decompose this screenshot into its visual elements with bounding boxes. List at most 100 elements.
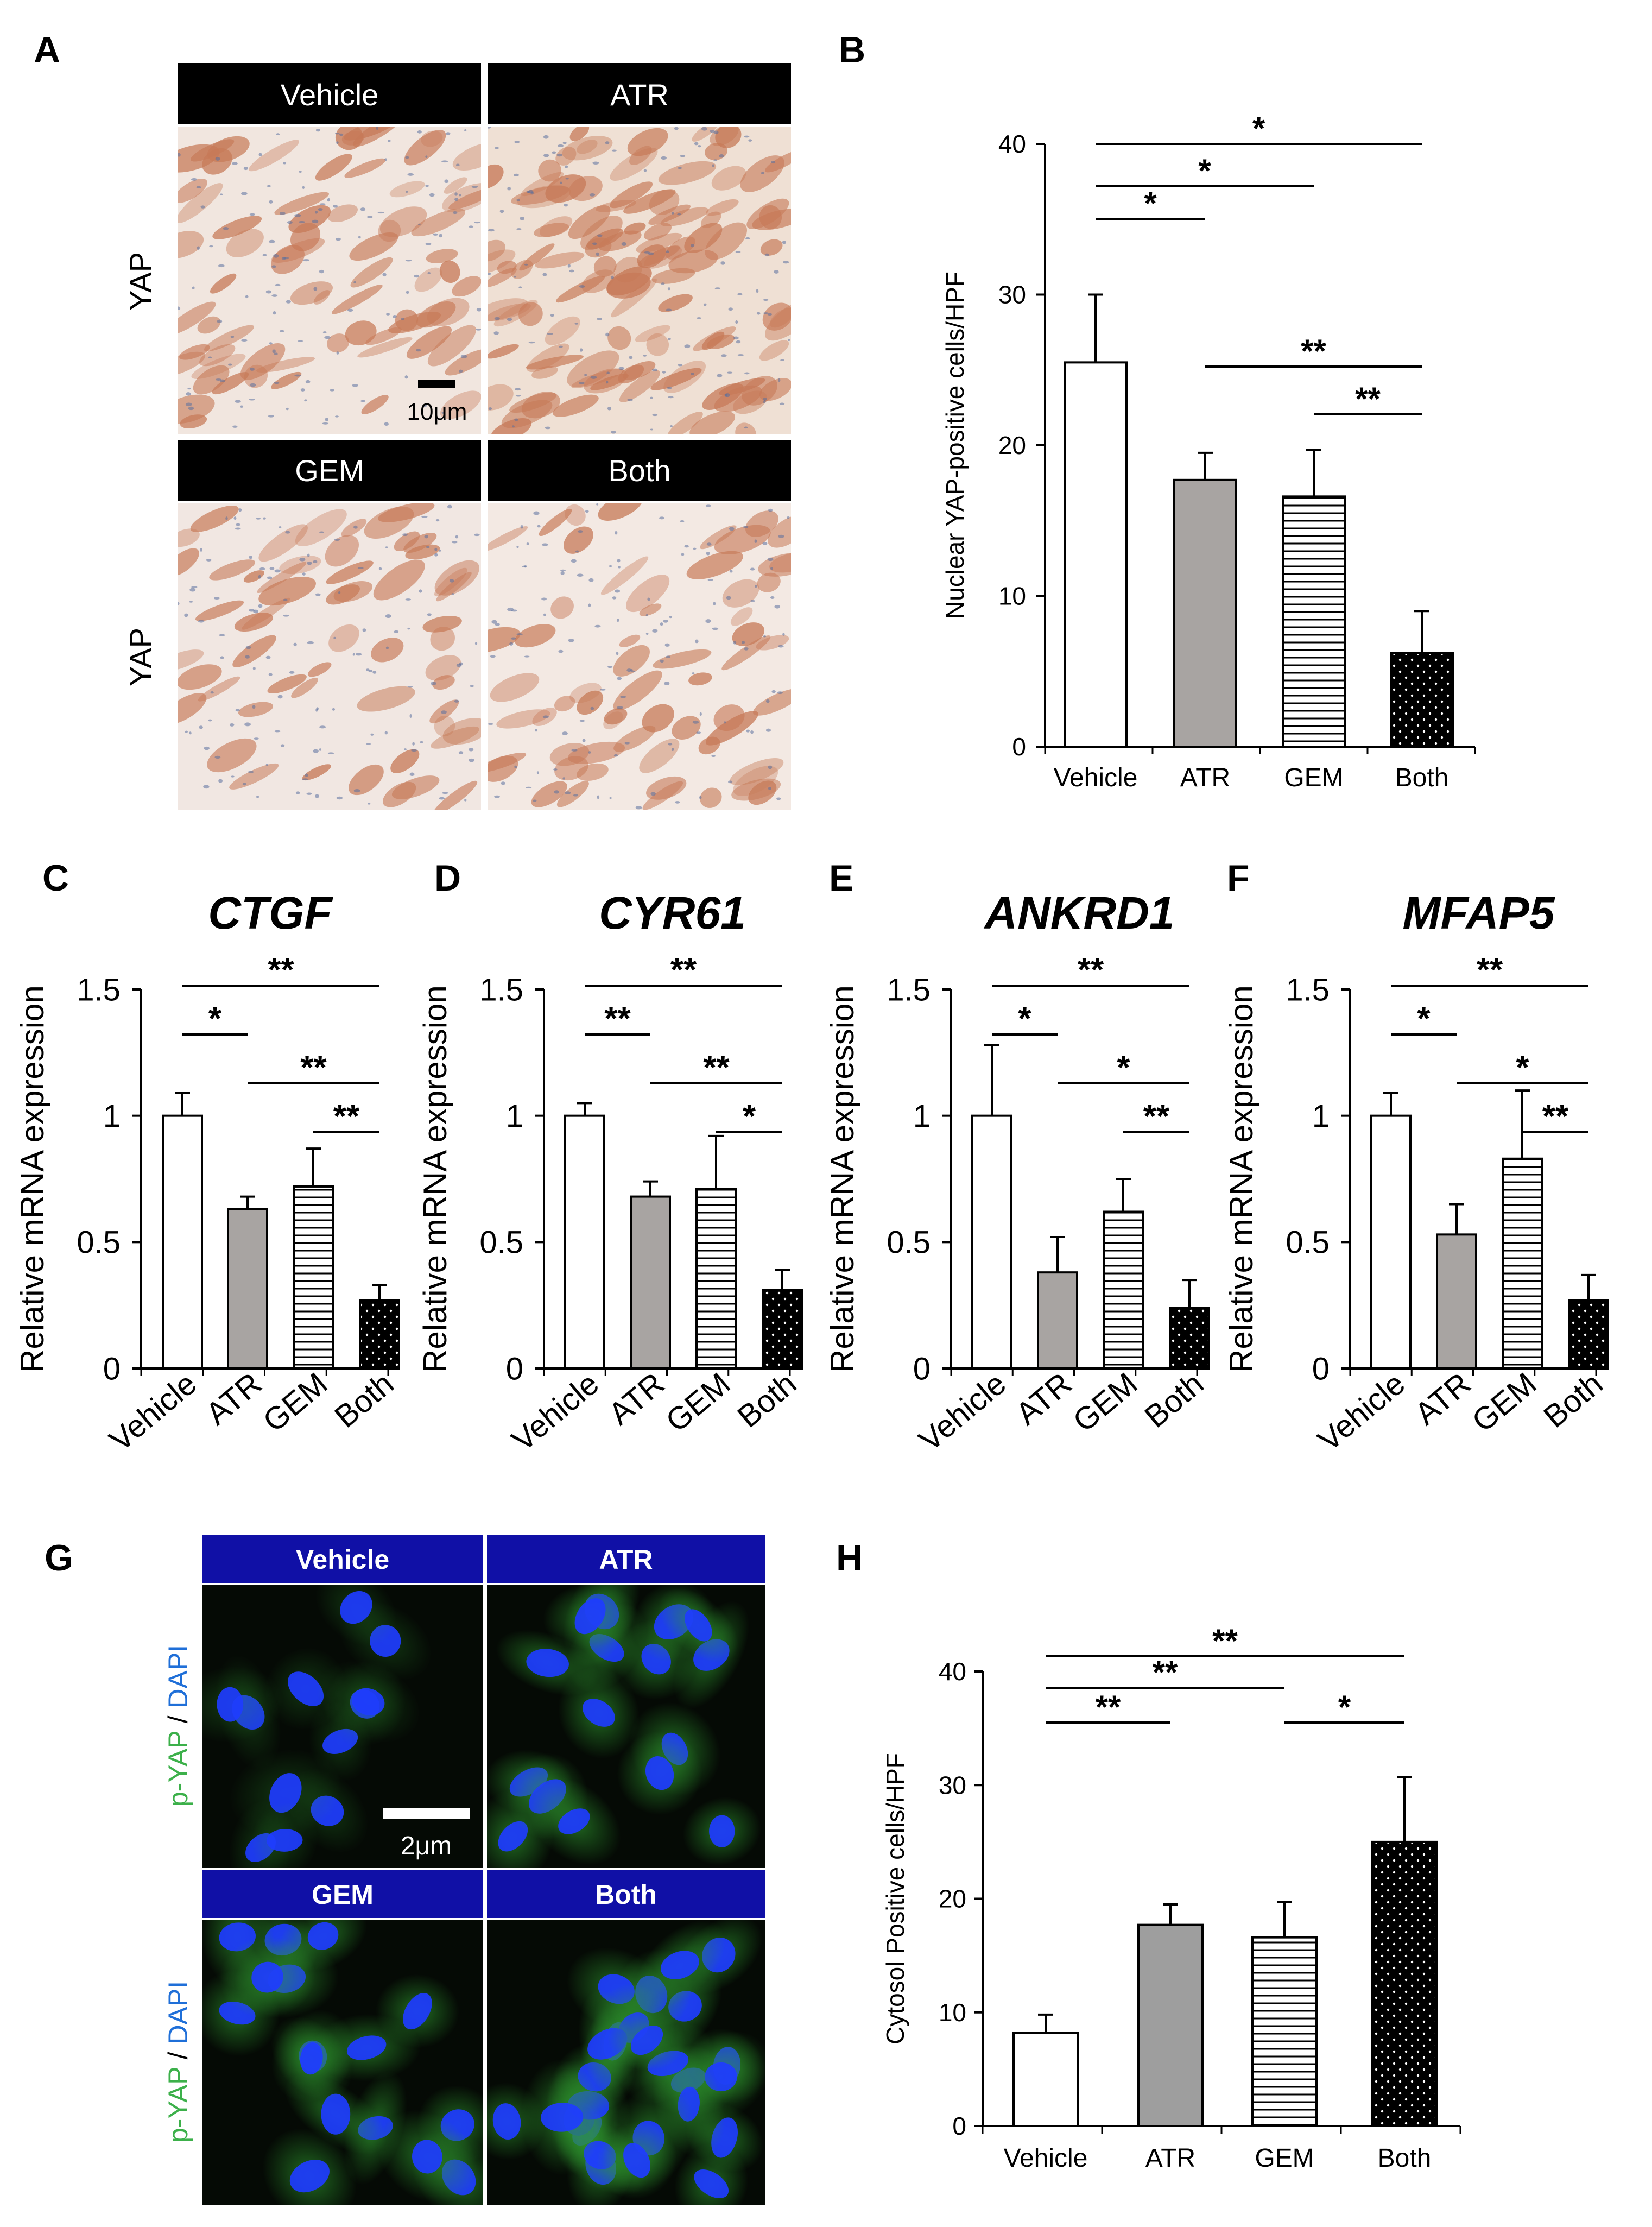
hematoxylin-nucleus	[670, 425, 673, 427]
ihc-header-gem	[178, 440, 481, 501]
hematoxylin-nucleus	[554, 790, 559, 794]
stained-cell	[745, 510, 778, 537]
hematoxylin-nucleus	[524, 655, 530, 658]
hematoxylin-nucleus	[469, 748, 474, 752]
stained-cell	[613, 645, 650, 677]
hematoxylin-nucleus	[493, 331, 499, 335]
y-tick-label: 0	[1012, 733, 1026, 761]
y-axis-label: Cytosol Positive cells/HPF	[881, 1753, 909, 2045]
hematoxylin-nucleus	[674, 127, 679, 130]
hematoxylin-nucleus	[393, 314, 397, 319]
y-tick-label: 1.5	[77, 972, 121, 1007]
hematoxylin-nucleus	[681, 553, 685, 556]
hematoxylin-nucleus	[272, 349, 276, 354]
hematoxylin-nucleus	[770, 160, 776, 164]
hematoxylin-nucleus	[191, 586, 198, 589]
stained-cell	[190, 505, 239, 532]
stained-cell	[613, 725, 656, 752]
stained-cell	[405, 544, 440, 560]
hematoxylin-nucleus	[242, 783, 246, 786]
stained-cell	[650, 368, 702, 390]
stained-cell	[698, 736, 720, 755]
hematoxylin-nucleus	[307, 641, 314, 645]
hematoxylin-nucleus	[384, 158, 387, 161]
stained-cell	[700, 787, 722, 808]
hematoxylin-nucleus	[494, 317, 500, 320]
hematoxylin-nucleus	[661, 156, 667, 160]
hematoxylin-nucleus	[299, 171, 302, 173]
stained-cell	[178, 179, 207, 203]
hematoxylin-nucleus	[199, 725, 203, 729]
stained-cell	[756, 635, 789, 651]
hematoxylin-nucleus	[607, 666, 613, 668]
stained-cell	[639, 603, 662, 616]
hematoxylin-nucleus	[514, 173, 519, 176]
stained-cell	[539, 216, 573, 237]
hematoxylin-nucleus	[543, 613, 546, 616]
hematoxylin-nucleus	[778, 378, 781, 382]
significance-label: **	[604, 1000, 631, 1038]
ihc-image-atr	[488, 127, 791, 434]
stained-cell	[488, 627, 521, 653]
stained-cell	[627, 128, 668, 156]
hematoxylin-nucleus	[319, 269, 324, 274]
stained-cell	[212, 372, 249, 395]
hematoxylin-nucleus	[597, 234, 603, 237]
hematoxylin-nucleus	[353, 525, 358, 529]
stained-cell	[713, 704, 745, 731]
hematoxylin-nucleus	[499, 209, 504, 213]
stained-cell	[549, 743, 590, 766]
stained-cell	[344, 158, 386, 178]
hematoxylin-nucleus	[318, 208, 323, 211]
stained-cell	[555, 275, 605, 303]
hematoxylin-nucleus	[287, 220, 293, 224]
stained-cell	[553, 394, 599, 417]
stained-cell	[432, 675, 455, 690]
stained-cell	[439, 260, 460, 283]
hematoxylin-nucleus	[560, 181, 562, 184]
stained-cell	[721, 635, 771, 671]
stained-cell	[596, 200, 637, 212]
hematoxylin-nucleus	[694, 142, 699, 146]
hematoxylin-nucleus	[524, 263, 528, 266]
panel-label-F: F	[1227, 857, 1250, 899]
hematoxylin-nucleus	[763, 400, 766, 403]
stained-cell	[735, 422, 757, 434]
hematoxylin-nucleus	[726, 596, 731, 600]
hematoxylin-nucleus	[584, 374, 587, 376]
ihc-header-vehicle-label: Vehicle	[281, 78, 379, 112]
stained-cell	[593, 256, 617, 277]
hematoxylin-nucleus	[774, 269, 779, 274]
hematoxylin-nucleus	[614, 531, 618, 535]
hematoxylin-nucleus	[765, 699, 770, 703]
hematoxylin-nucleus	[582, 739, 586, 743]
if-label-pyap: p-YAP	[163, 1731, 193, 1807]
stained-cell	[490, 673, 540, 702]
hematoxylin-nucleus	[219, 634, 225, 636]
hematoxylin-nucleus	[729, 570, 733, 573]
stained-cell	[313, 290, 331, 305]
if-header-both-label: Both	[595, 1879, 657, 1910]
hematoxylin-nucleus	[605, 381, 609, 384]
hematoxylin-nucleus	[368, 802, 371, 805]
hematoxylin-nucleus	[541, 597, 547, 601]
hematoxylin-nucleus	[271, 265, 276, 268]
stained-cell	[178, 693, 207, 725]
stained-cell	[488, 526, 528, 552]
stained-cell	[249, 140, 300, 172]
hematoxylin-nucleus	[678, 363, 683, 367]
hematoxylin-nucleus	[338, 591, 341, 594]
hematoxylin-nucleus	[218, 264, 225, 268]
stained-cell	[623, 361, 656, 380]
stained-cell	[569, 127, 590, 141]
stained-cell	[603, 711, 623, 730]
stained-cell	[178, 231, 204, 258]
hematoxylin-nucleus	[235, 400, 241, 403]
hematoxylin-nucleus	[691, 244, 695, 248]
panel-label-E: E	[829, 857, 853, 899]
hematoxylin-nucleus	[674, 801, 680, 804]
hematoxylin-nucleus	[322, 422, 329, 425]
hematoxylin-nucleus	[416, 349, 421, 352]
hematoxylin-nucleus	[231, 162, 238, 165]
